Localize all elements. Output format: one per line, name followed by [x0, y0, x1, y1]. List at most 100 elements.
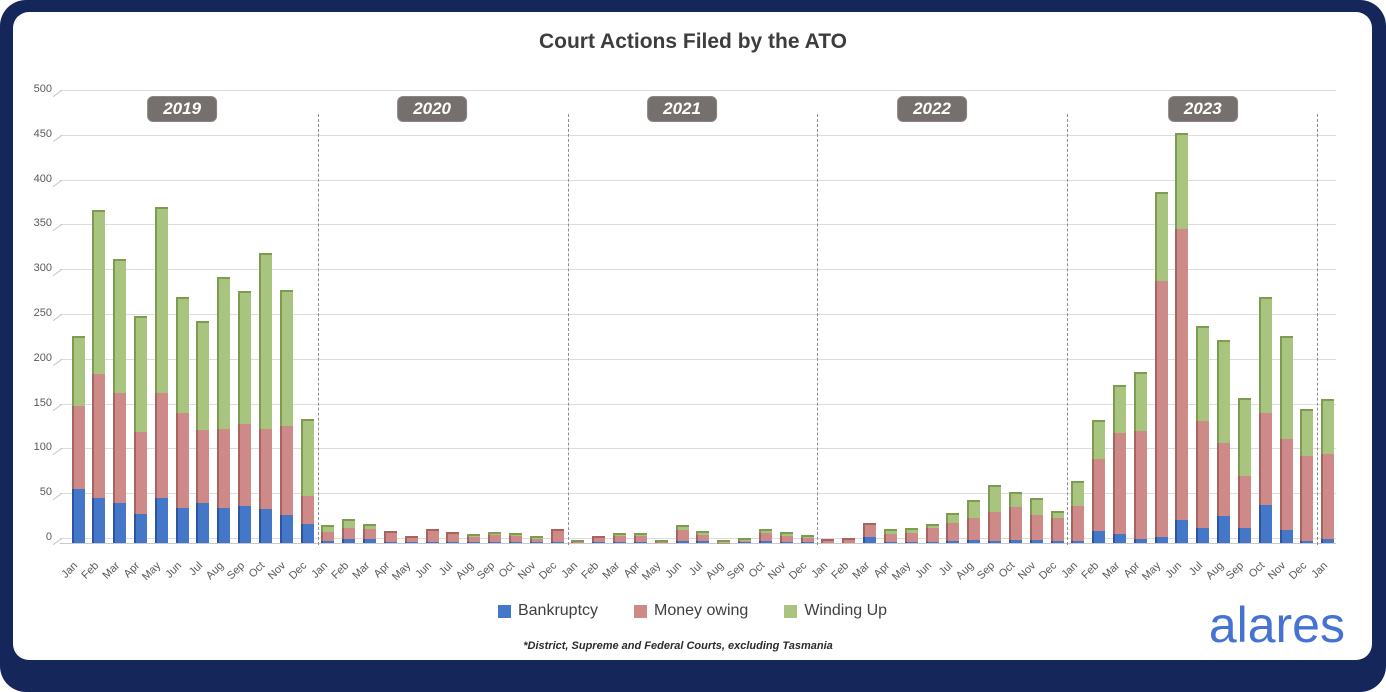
- bar-segment-bankruptcy: [404, 542, 418, 543]
- bar-segment-winding-up: [1133, 372, 1147, 432]
- bar-segment-bankruptcy: [1113, 534, 1126, 543]
- legend-item-bankruptcy: Bankruptcy: [497, 602, 599, 620]
- bar-segment-winding-up: [92, 210, 106, 374]
- bar-segment-bankruptcy: [279, 515, 293, 543]
- gridline: [60, 179, 1336, 181]
- bar-segment-winding-up: [1321, 399, 1335, 454]
- legend-swatch-icon: [784, 604, 798, 618]
- stacked-bar: [342, 519, 356, 543]
- bar-segment-money-owing: [446, 532, 460, 543]
- bar-segment-bankruptcy: [71, 489, 85, 543]
- bar-segment-bankruptcy: [1154, 536, 1168, 543]
- bar-segment-money-owing: [925, 528, 939, 543]
- bar-segment-bankruptcy: [529, 542, 543, 544]
- bar-segment-money-owing: [800, 537, 814, 543]
- stacked-bar: [383, 531, 397, 543]
- bar-segment-money-owing: [946, 523, 960, 542]
- bar-segment-bankruptcy: [300, 524, 314, 543]
- bar-segment-winding-up: [1050, 511, 1064, 519]
- bar-segment-bankruptcy: [133, 514, 147, 543]
- bar-segment-money-owing: [1175, 228, 1189, 520]
- stacked-bar: [904, 528, 918, 543]
- bar-segment-winding-up: [925, 524, 939, 529]
- bar-segment-winding-up: [758, 529, 772, 534]
- bar-segment-money-owing: [904, 533, 918, 543]
- stacked-bar: [717, 540, 731, 543]
- y-axis-tick-label: 400: [33, 172, 52, 185]
- bar-segment-winding-up: [904, 528, 918, 534]
- bar-segment-winding-up: [71, 336, 85, 407]
- gridline: [60, 90, 1336, 91]
- bar-segment-winding-up: [696, 531, 710, 536]
- year-separator: [567, 114, 569, 545]
- gridline: [60, 448, 1336, 450]
- bar-segment-bankruptcy: [1133, 539, 1147, 543]
- bar-segment-money-owing: [1154, 280, 1168, 537]
- bar-segment-bankruptcy: [613, 541, 627, 544]
- bar-segment-winding-up: [613, 533, 627, 537]
- bar-segment-winding-up: [717, 540, 731, 543]
- stacked-bar: [1008, 492, 1022, 543]
- gridline: [60, 358, 1336, 360]
- gridline: [60, 493, 1336, 495]
- bar-segment-money-owing: [613, 536, 627, 542]
- bar-segment-bankruptcy: [1008, 540, 1022, 543]
- bar-segment-money-owing: [863, 523, 877, 538]
- stacked-bar: [738, 538, 752, 543]
- bar-segment-bankruptcy: [1217, 516, 1231, 543]
- bar-segment-winding-up: [988, 485, 1002, 512]
- y-axis-tick-label: 500: [33, 83, 52, 95]
- bar-segment-money-owing: [321, 531, 335, 542]
- stacked-bar: [133, 316, 147, 543]
- gridline: [60, 269, 1336, 271]
- bar-segment-winding-up: [883, 529, 897, 534]
- legend-label: Bankruptcy: [517, 602, 599, 619]
- bar-segment-bankruptcy: [592, 542, 606, 543]
- bar-segment-bankruptcy: [488, 542, 502, 543]
- bar-segment-money-owing: [758, 533, 772, 542]
- y-axis-tick-label: 300: [33, 262, 52, 275]
- bar-segment-bankruptcy: [863, 537, 877, 543]
- axis-tick: [52, 358, 63, 366]
- bar-segment-money-owing: [1071, 505, 1085, 542]
- stacked-bar: [1175, 133, 1189, 543]
- bar-segment-money-owing: [175, 412, 189, 509]
- bar-segment-bankruptcy: [258, 508, 272, 543]
- bar-segment-money-owing: [633, 535, 647, 543]
- stacked-bar: [1300, 409, 1314, 543]
- bar-segment-money-owing: [571, 542, 585, 543]
- y-axis-tick-label: 450: [33, 127, 52, 140]
- bar-segment-winding-up: [113, 259, 127, 394]
- bar-segment-money-owing: [71, 406, 85, 490]
- gridline: [60, 224, 1336, 226]
- bar-segment-bankruptcy: [1279, 529, 1293, 543]
- year-badge-2020: 2020: [397, 96, 468, 122]
- bar-segment-money-owing: [113, 393, 127, 504]
- stacked-bar: [363, 524, 377, 543]
- bar-segment-money-owing: [363, 529, 377, 539]
- stacked-bar: [425, 529, 439, 543]
- bar-segment-winding-up: [1258, 297, 1272, 414]
- bar-segment-bankruptcy: [363, 538, 377, 543]
- bar-segment-bankruptcy: [1321, 538, 1335, 543]
- axis-tick: [52, 269, 63, 277]
- bar-segment-winding-up: [279, 290, 293, 427]
- bar-segment-money-owing: [1113, 432, 1126, 535]
- bar-segment-bankruptcy: [633, 542, 647, 543]
- stacked-bar: [1050, 511, 1064, 543]
- bar-segment-winding-up: [633, 533, 647, 536]
- bar-segment-bankruptcy: [1175, 519, 1189, 543]
- bar-segment-winding-up: [196, 321, 210, 430]
- bar-segment-money-owing: [300, 495, 314, 525]
- stacked-bar: [1113, 385, 1126, 543]
- bar-segment-money-owing: [1217, 442, 1231, 517]
- year-badge-2022: 2022: [897, 96, 967, 122]
- stacked-bar: [1154, 192, 1168, 543]
- bar-segment-winding-up: [1279, 336, 1293, 439]
- year-separator: [1067, 114, 1069, 545]
- bar-segment-bankruptcy: [925, 542, 939, 543]
- bar-segment-winding-up: [967, 500, 981, 519]
- year-badge-2019: 2019: [147, 96, 218, 122]
- gridline: [60, 314, 1336, 315]
